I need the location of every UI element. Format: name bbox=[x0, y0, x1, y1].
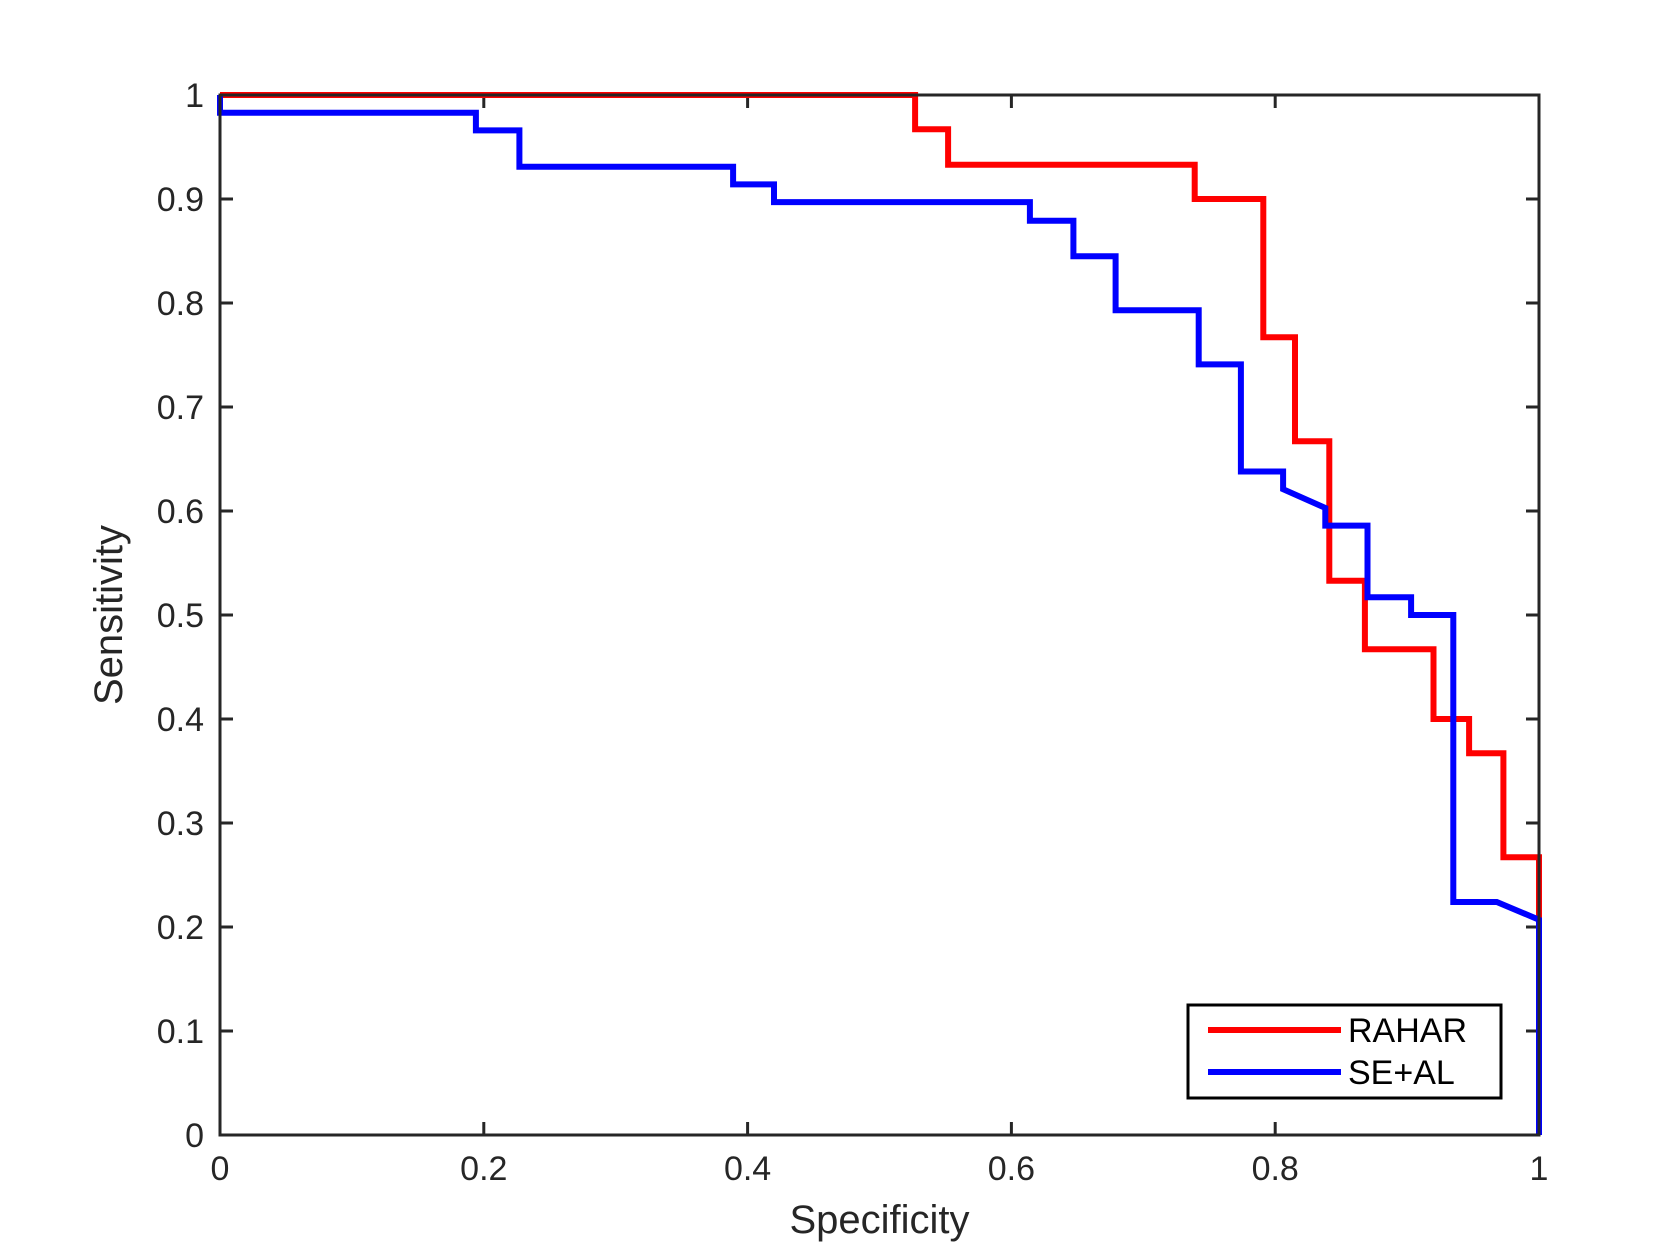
legend-label: RAHAR bbox=[1348, 1012, 1467, 1050]
y-tick-label: 0.4 bbox=[157, 701, 204, 739]
y-tick-label: 0.5 bbox=[157, 597, 204, 635]
legend-label: SE+AL bbox=[1348, 1054, 1455, 1092]
y-tick-label: 0.9 bbox=[157, 181, 204, 219]
x-tick-label: 0.2 bbox=[460, 1150, 507, 1188]
axes-box bbox=[218, 93, 1541, 1137]
x-axis-title: Specificity bbox=[789, 1198, 969, 1242]
legend-box bbox=[1186, 1003, 1503, 1100]
y-tick-label: 0 bbox=[185, 1117, 204, 1155]
legend: RAHAR SE+AL bbox=[1186, 1003, 1503, 1100]
y-tick-label: 0.8 bbox=[157, 285, 204, 323]
y-tick-labels: 0 0.1 0.2 0.3 0.4 0.5 0.6 0.7 0.8 0.9 1 bbox=[157, 77, 204, 1155]
x-tick-label: 0.8 bbox=[1252, 1150, 1299, 1188]
x-tick-label: 1 bbox=[1530, 1150, 1549, 1188]
y-tick-label: 0.3 bbox=[157, 805, 204, 843]
plot-series bbox=[217, 92, 1542, 1135]
y-tick-label: 0.6 bbox=[157, 493, 204, 531]
y-tick-label: 0.1 bbox=[157, 1013, 204, 1051]
y-axis-title: Sensitivity bbox=[87, 525, 131, 705]
y-tick-label: 1 bbox=[185, 77, 204, 115]
series-line-se-al bbox=[217, 95, 1542, 1135]
series-line-rahar bbox=[220, 92, 1542, 927]
y-tick-label: 0.2 bbox=[157, 909, 204, 947]
x-tick-label: 0 bbox=[211, 1150, 230, 1188]
x-tick-label: 0.4 bbox=[724, 1150, 771, 1188]
x-tick-labels: 0 0.2 0.4 0.6 0.8 1 bbox=[211, 1150, 1549, 1188]
x-tick-label: 0.6 bbox=[988, 1150, 1035, 1188]
y-tick-label: 0.7 bbox=[157, 389, 204, 427]
